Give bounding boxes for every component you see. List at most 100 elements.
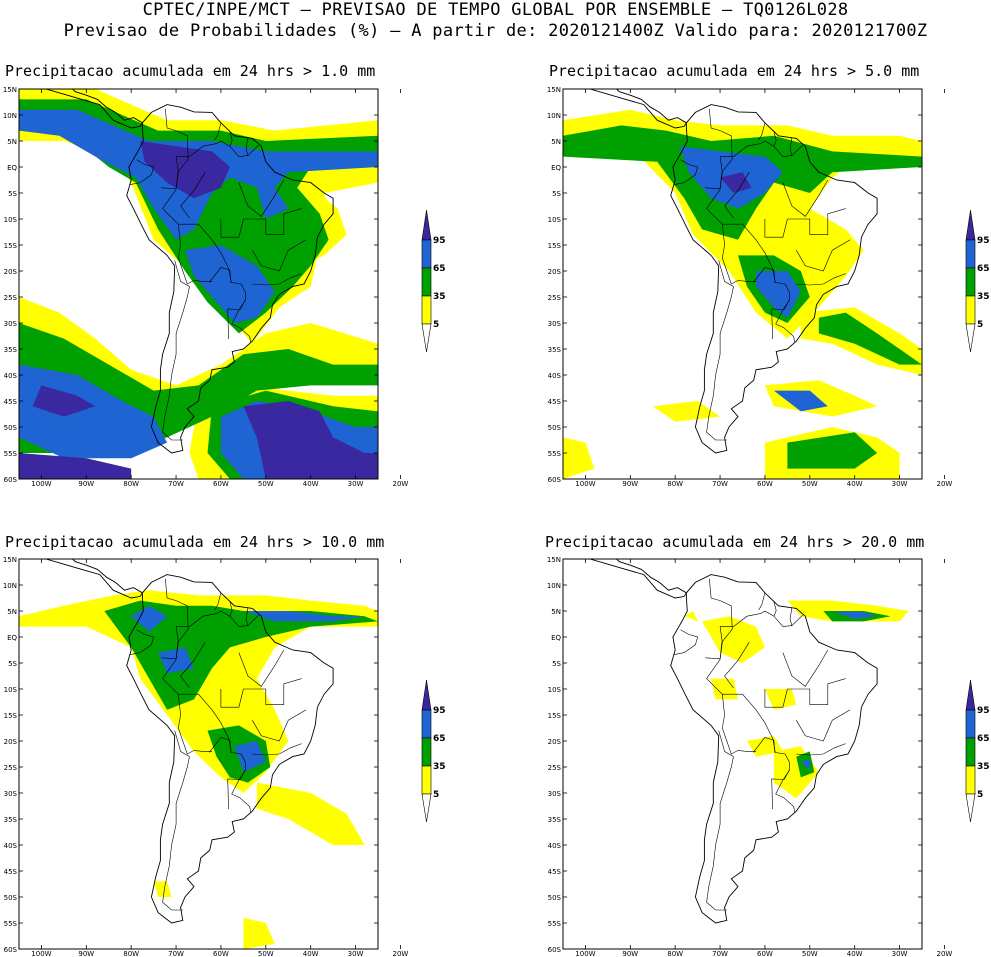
country-border	[782, 649, 829, 687]
lat-label: 35S	[4, 816, 18, 824]
prob-p35-region	[104, 600, 378, 710]
lon-label: 40W	[847, 480, 863, 488]
lat-label: 15N	[3, 86, 17, 94]
lat-label: EQ	[7, 164, 17, 172]
lat-label: 15N	[547, 86, 561, 94]
lat-label: EQ	[551, 164, 561, 172]
lat-label: 20S	[4, 268, 18, 276]
country-border	[764, 688, 788, 708]
legend-label: 35	[977, 762, 990, 772]
legend-swatch-95-plus	[421, 679, 432, 711]
lon-label: 70W	[168, 480, 184, 488]
country-border	[161, 108, 189, 190]
lat-label: 25S	[548, 764, 562, 772]
country-border	[177, 694, 212, 755]
lat-label: 60S	[4, 476, 18, 484]
legend-swatch-35-65	[965, 737, 976, 767]
lat-label: 5N	[551, 608, 561, 616]
legend-label: 35	[433, 762, 446, 772]
country-border	[245, 137, 249, 157]
legend-swatch-below-5	[965, 793, 976, 823]
lat-label: 10N	[3, 582, 17, 590]
legend-label: 65	[977, 734, 990, 744]
lon-label: 40W	[847, 950, 863, 957]
legend-swatch-35-65	[421, 267, 432, 297]
country-border	[771, 299, 790, 340]
prob-p65-region	[243, 611, 365, 622]
lat-label: 25S	[4, 294, 18, 302]
prob-p95-region	[243, 401, 378, 479]
country-border	[758, 592, 766, 611]
legend-swatch-below-5	[421, 793, 432, 823]
lon-label: 50W	[802, 950, 818, 957]
lon-label: 100W	[575, 480, 595, 488]
legend-swatch-5-35	[965, 295, 976, 325]
south-america-coast	[126, 104, 334, 454]
country-border	[252, 273, 302, 286]
lat-label: 50S	[4, 894, 18, 902]
lat-label: 15S	[548, 242, 562, 250]
legend-swatch-95-plus	[965, 679, 976, 711]
prob-p65-region	[158, 647, 194, 674]
prob-p5-region	[243, 917, 275, 949]
panel-1-title: Precipitacao acumulada em 24 hrs > 1.0 m…	[5, 62, 376, 80]
country-border	[706, 260, 734, 441]
lon-label: 90W	[78, 950, 94, 957]
prob-p65-region	[756, 271, 801, 318]
country-border	[773, 601, 777, 617]
lat-label: 10S	[548, 216, 562, 224]
legend-label: 95	[433, 706, 446, 716]
coastlines	[43, 89, 334, 454]
country-border	[180, 172, 206, 219]
coastlines	[43, 559, 334, 924]
lat-label: 55S	[548, 920, 562, 928]
legend-label: 65	[433, 734, 446, 744]
legend-label: 35	[977, 292, 990, 302]
country-border	[753, 267, 776, 283]
lon-label: 100W	[575, 950, 595, 957]
legend-label: 95	[977, 706, 990, 716]
probability-fields	[19, 590, 378, 949]
lat-label: 35S	[548, 816, 562, 824]
prob-p5-region	[711, 678, 738, 700]
lon-label: 70W	[168, 950, 184, 957]
country-border	[724, 642, 750, 689]
south-america-coast	[670, 104, 878, 454]
country-border	[227, 299, 246, 340]
panel-4-legend: 95 65 35 5	[965, 679, 990, 823]
lat-label: 15N	[3, 556, 17, 564]
lat-label: 45S	[548, 868, 562, 876]
country-border	[706, 730, 734, 911]
lat-label: 15N	[547, 556, 561, 564]
lat-label: 10S	[4, 686, 18, 694]
legend-swatch-5-35	[421, 765, 432, 795]
prob-p95-region	[32, 385, 96, 417]
country-border	[231, 323, 251, 343]
south-america-coast	[670, 574, 878, 924]
country-border	[214, 122, 222, 141]
lon-label: 70W	[712, 480, 728, 488]
lat-label: 10S	[4, 216, 18, 224]
lat-label: 20S	[548, 268, 562, 276]
lat-label: 60S	[548, 476, 562, 484]
country-border	[209, 737, 232, 753]
lon-label: 40W	[303, 480, 319, 488]
lat-label: 5N	[7, 138, 17, 146]
lat-label: 20S	[4, 738, 18, 746]
panel-4-title: Precipitacao acumulada em 24 hrs > 20.0 …	[545, 533, 925, 551]
lat-label: 40S	[4, 842, 18, 850]
prob-p65-region	[19, 364, 168, 459]
lon-label: 60W	[213, 950, 229, 957]
lat-label: 35S	[548, 346, 562, 354]
country-border	[771, 769, 790, 810]
legend-label: 65	[433, 264, 446, 274]
lon-label: 60W	[213, 480, 229, 488]
lat-label: 5S	[552, 190, 561, 198]
lat-label: 5N	[7, 608, 17, 616]
country-border	[220, 688, 244, 708]
country-border	[243, 208, 302, 235]
lat-label: 30S	[548, 790, 562, 798]
lat-label: 5N	[551, 138, 561, 146]
country-border	[796, 709, 851, 742]
prob-p5-region	[256, 782, 365, 845]
